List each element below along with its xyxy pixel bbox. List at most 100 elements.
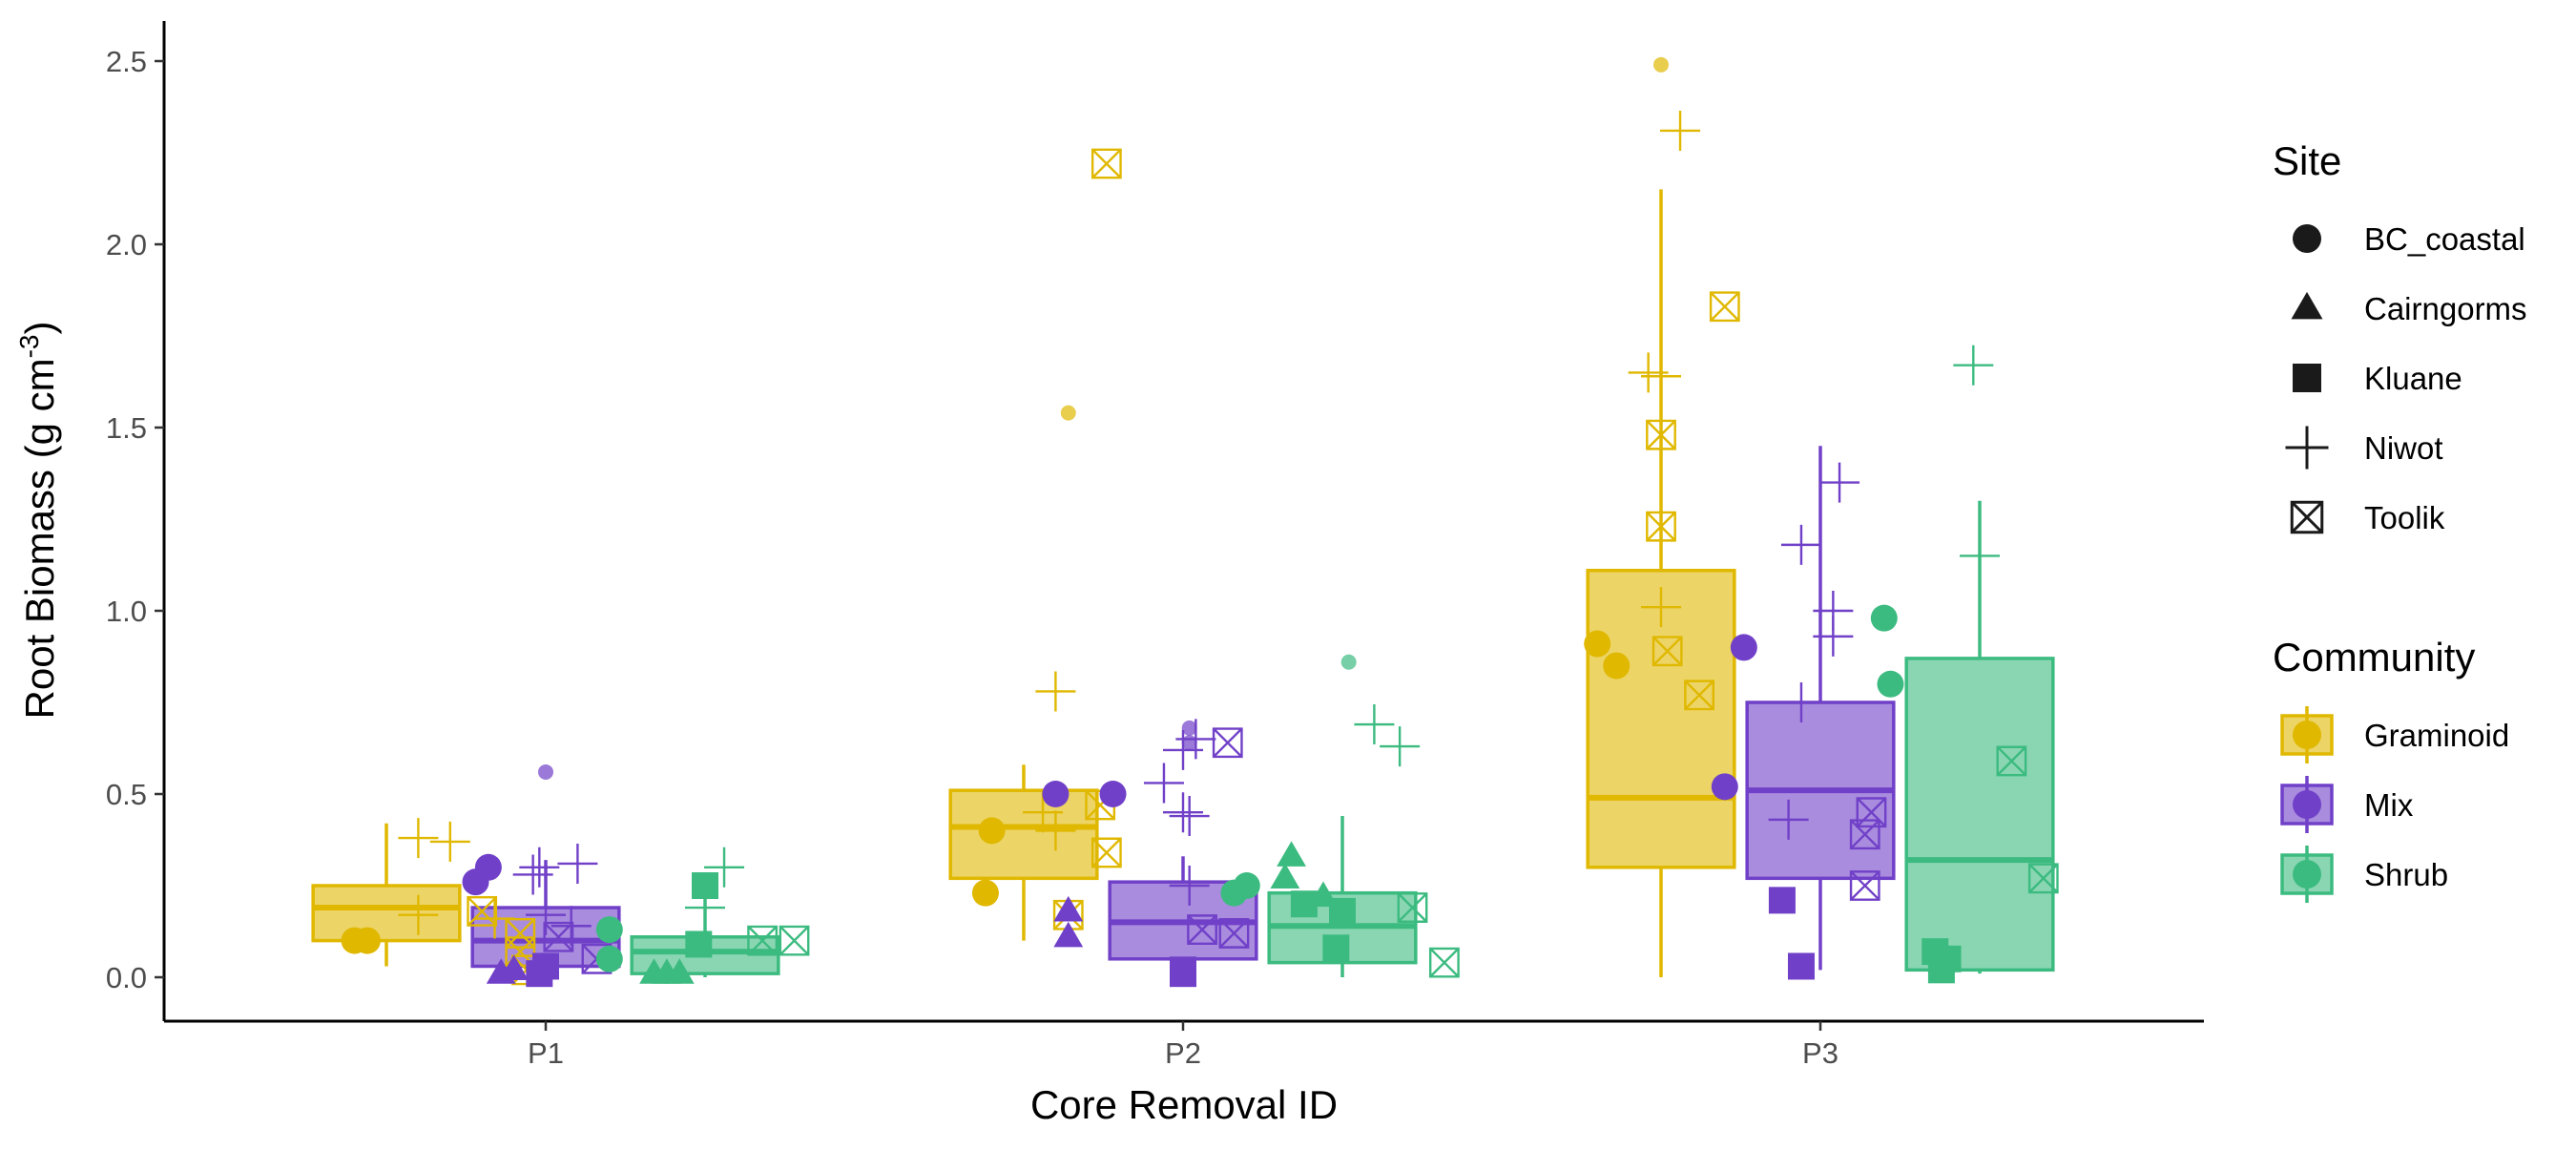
point-mix-niwot [512, 854, 553, 895]
point-shrub-kluane [1322, 934, 1350, 962]
legend-site-label: BC_coastal [2364, 221, 2525, 257]
point-mix-niwot [519, 847, 560, 888]
point-shrub-cairngorms [1277, 841, 1306, 867]
circle-icon [2293, 224, 2321, 253]
legend-site-label: Niwot [2364, 430, 2443, 466]
point-graminoid-bc_coastal [1603, 652, 1631, 680]
point-mix-bc_coastal [538, 763, 553, 780]
legend-site-label: Kluane [2364, 361, 2462, 396]
point-mix-niwot [1169, 796, 1210, 837]
legend-community-item: Mix [2280, 776, 2414, 833]
point-mix-bc_coastal [1711, 773, 1738, 801]
box-body [1904, 657, 2055, 972]
point-mix-niwot [1780, 682, 1821, 722]
point-mix-niwot [1169, 866, 1210, 906]
point-mix-bc_coastal [1042, 781, 1070, 807]
point-shrub-kluane [1329, 897, 1356, 925]
legend-key-point [2293, 721, 2321, 749]
legend-community-item: Graminoid [2280, 706, 2509, 763]
point-mix-toolik [543, 921, 574, 952]
point-mix-toolik [1856, 797, 1887, 828]
point-shrub-toolik [1428, 947, 1460, 978]
box-shrub-p3 [1904, 500, 2055, 974]
point-shrub-toolik [1996, 745, 2027, 777]
point-graminoid-niwot [429, 821, 470, 862]
legend-key-point [2293, 790, 2321, 819]
point-mix-toolik [1849, 819, 1880, 850]
x-tick-label: P1 [528, 1036, 564, 1070]
boxx-icon [2290, 500, 2324, 534]
point-mix-bc_coastal [474, 853, 502, 881]
points-layer [341, 56, 2059, 988]
point-mix-niwot [1143, 763, 1184, 804]
legend-site-item: Niwot [2285, 426, 2443, 470]
point-mix-toolik [1218, 918, 1250, 949]
point-shrub-bc_coastal [1340, 654, 1357, 670]
point-mix-kluane [1787, 952, 1815, 980]
point-graminoid-bc_coastal [1584, 630, 1611, 658]
box-graminoid-p3 [1586, 189, 1736, 977]
point-mix-cairngorms [1053, 921, 1084, 948]
point-shrub-niwot [704, 847, 745, 888]
point-mix-toolik [1849, 870, 1880, 901]
point-graminoid-toolik [1684, 680, 1714, 711]
point-graminoid-niwot [398, 818, 439, 859]
point-shrub-toolik [2027, 863, 2059, 894]
point-mix-niwot [526, 894, 566, 935]
y-tick-label: 1.0 [106, 595, 147, 628]
x-axis-title: Core Removal ID [1030, 1082, 1338, 1127]
point-mix-niwot [1768, 799, 1809, 840]
box-body [311, 884, 462, 943]
legend-site-item: Cairngorms [2291, 291, 2527, 326]
point-shrub-niwot [1380, 726, 1421, 767]
point-shrub-kluane [1927, 956, 1955, 984]
point-shrub-kluane [685, 930, 713, 958]
point-mix-niwot [1163, 792, 1203, 833]
legend-site-item: Kluane [2293, 361, 2462, 396]
point-graminoid-toolik [1709, 291, 1740, 323]
y-tick-label: 0.0 [106, 961, 147, 994]
point-graminoid-toolik [1646, 419, 1676, 450]
point-mix-bc_coastal [1730, 634, 1757, 661]
legend-community-label: Graminoid [2364, 718, 2509, 753]
point-mix-kluane [1170, 956, 1196, 984]
point-graminoid-bc_coastal [1653, 56, 1669, 73]
y-axis-title: Root Biomass (g cm-3) [14, 321, 62, 719]
legend-key-point [2293, 860, 2321, 889]
point-mix-kluane [1768, 887, 1796, 914]
point-mix-niwot [1780, 524, 1821, 565]
point-shrub-niwot [1960, 535, 2000, 576]
point-shrub-cairngorms [664, 958, 695, 984]
box-body [948, 788, 1099, 881]
ticks-layer: 0.0 0.5 1.0 1.5 2.0 2.5 P1 P2 P3 [106, 45, 1839, 1070]
point-shrub-toolik [747, 925, 779, 956]
x-tick-label: P3 [1802, 1036, 1839, 1070]
x-tick-label: P2 [1165, 1036, 1201, 1070]
legend-site-item: Toolik [2290, 500, 2445, 535]
point-mix-bc_coastal [1099, 781, 1127, 807]
point-mix-toolik [1187, 914, 1217, 945]
point-graminoid-niwot [1641, 356, 1681, 397]
point-graminoid-bc_coastal [978, 817, 1006, 845]
boxes-layer [311, 189, 2055, 977]
point-shrub-bc_coastal [1870, 604, 1898, 632]
point-graminoid-toolik [1646, 511, 1676, 542]
point-shrub-niwot [1953, 345, 1994, 386]
point-mix-toolik [1212, 727, 1243, 759]
point-mix-cairngorms [1053, 895, 1084, 922]
point-graminoid-bc_coastal [353, 927, 381, 954]
point-mix-niwot [1813, 616, 1854, 657]
point-mix-niwot [557, 843, 598, 884]
legend-site-item: BC_coastal [2293, 221, 2525, 257]
point-mix-kluane [532, 952, 559, 980]
point-shrub-bc_coastal [1877, 670, 1904, 698]
point-mix-niwot [1175, 719, 1216, 760]
legend-site: Site BC_coastal Cairngorms Kluane Niwot Tool… [2273, 138, 2527, 535]
legend-community-label: Shrub [2364, 857, 2448, 892]
plus-icon [2285, 426, 2329, 470]
y-axis-title-main: Root Biomass (g cm [17, 358, 62, 719]
point-graminoid-toolik [1652, 636, 1683, 667]
point-shrub-toolik [779, 925, 810, 956]
